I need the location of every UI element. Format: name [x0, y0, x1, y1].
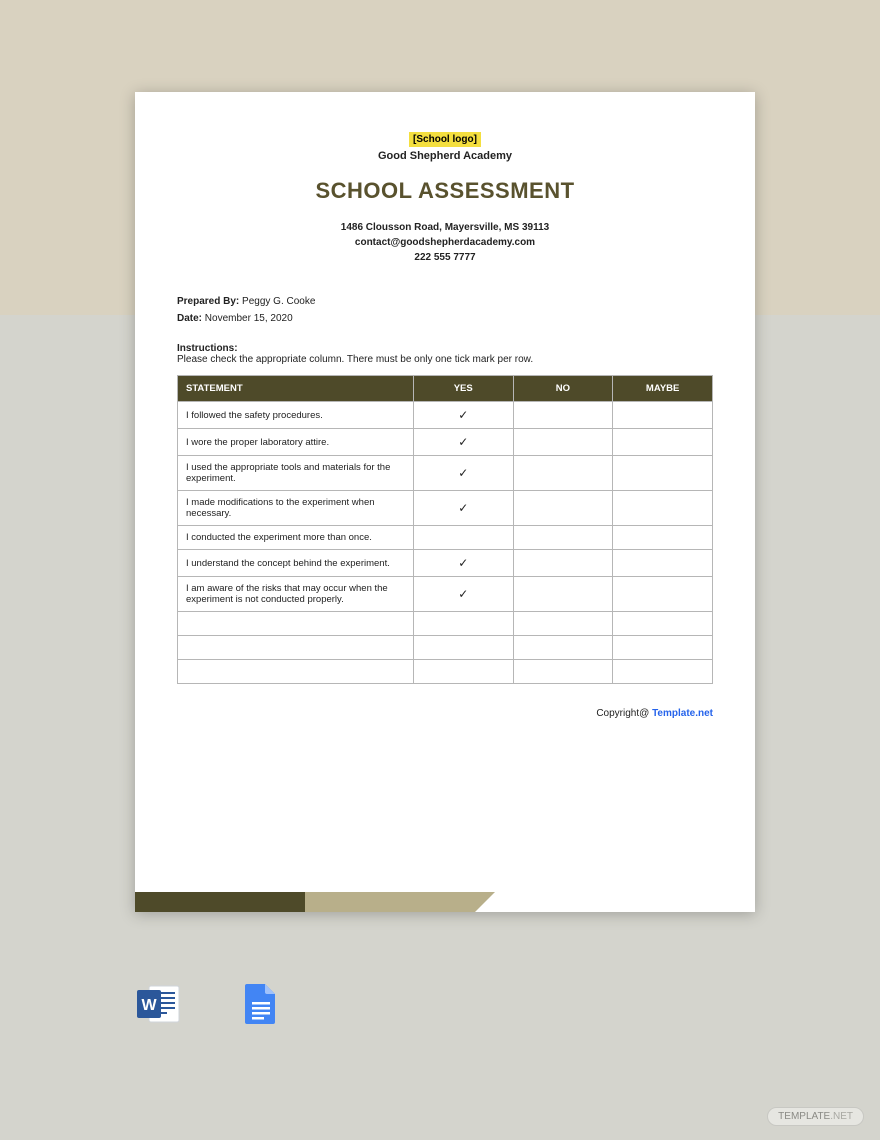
no-cell[interactable] — [513, 636, 613, 660]
watermark-text1: TEMPLATE — [778, 1111, 830, 1122]
prepared-by-value: Peggy G. Cooke — [242, 296, 315, 307]
google-docs-icon[interactable] — [237, 980, 285, 1028]
stmt-cell: I made modifications to the experiment w… — [178, 491, 414, 526]
no-cell[interactable] — [513, 402, 613, 429]
email-line: contact@goodshepherdacademy.com — [177, 235, 713, 250]
col-header-statement: STATEMENT — [178, 376, 414, 402]
table-row: I understand the concept behind the expe… — [178, 550, 713, 577]
no-cell[interactable] — [513, 456, 613, 491]
file-format-icons: W — [135, 980, 285, 1028]
date-label: Date: — [177, 313, 202, 324]
yes-cell[interactable] — [413, 612, 513, 636]
watermark-text2: .NET — [830, 1111, 853, 1122]
no-cell[interactable] — [513, 491, 613, 526]
maybe-cell[interactable] — [613, 402, 713, 429]
meta-block: Prepared By: Peggy G. Cooke Date: Novemb… — [177, 293, 713, 327]
table-row: I conducted the experiment more than onc… — [178, 526, 713, 550]
no-cell[interactable] — [513, 550, 613, 577]
date-value: November 15, 2020 — [205, 313, 293, 324]
assessment-table: STATEMENT YES NO MAYBE I followed the sa… — [177, 375, 713, 684]
document-page: [School logo] Good Shepherd Academy SCHO… — [135, 92, 755, 912]
table-row-empty — [178, 612, 713, 636]
footer-color-bar — [135, 892, 755, 912]
col-header-yes: YES — [413, 376, 513, 402]
phone-line: 222 555 7777 — [177, 250, 713, 265]
copyright-link[interactable]: Template.net — [652, 708, 713, 719]
stmt-cell: I am aware of the risks that may occur w… — [178, 577, 414, 612]
prepared-by-label: Prepared By: — [177, 296, 239, 307]
table-header-row: STATEMENT YES NO MAYBE — [178, 376, 713, 402]
no-cell[interactable] — [513, 612, 613, 636]
document-title: SCHOOL ASSESSMENT — [177, 178, 713, 204]
stmt-cell: I understand the concept behind the expe… — [178, 550, 414, 577]
stmt-cell: I wore the proper laboratory attire. — [178, 429, 414, 456]
yes-cell[interactable]: ✓ — [413, 402, 513, 429]
maybe-cell[interactable] — [613, 429, 713, 456]
yes-cell[interactable] — [413, 660, 513, 684]
table-row-empty — [178, 660, 713, 684]
stmt-cell: I conducted the experiment more than onc… — [178, 526, 414, 550]
maybe-cell[interactable] — [613, 456, 713, 491]
instructions-label: Instructions: — [177, 343, 713, 354]
footer-bar-segment-light — [305, 892, 475, 912]
maybe-cell[interactable] — [613, 526, 713, 550]
copyright-line: Copyright@ Template.net — [177, 708, 713, 719]
yes-cell[interactable]: ✓ — [413, 491, 513, 526]
col-header-no: NO — [513, 376, 613, 402]
table-row: I followed the safety procedures.✓ — [178, 402, 713, 429]
maybe-cell[interactable] — [613, 550, 713, 577]
school-logo-placeholder: [School logo] — [409, 132, 481, 147]
stmt-cell — [178, 660, 414, 684]
school-name: Good Shepherd Academy — [177, 150, 713, 162]
no-cell[interactable] — [513, 526, 613, 550]
no-cell[interactable] — [513, 577, 613, 612]
maybe-cell[interactable] — [613, 577, 713, 612]
table-row-empty — [178, 636, 713, 660]
word-icon[interactable]: W — [135, 980, 183, 1028]
yes-cell[interactable] — [413, 636, 513, 660]
table-row: I am aware of the risks that may occur w… — [178, 577, 713, 612]
stmt-cell — [178, 612, 414, 636]
footer-bar-segment-dark — [135, 892, 305, 912]
stmt-cell: I followed the safety procedures. — [178, 402, 414, 429]
stmt-cell: I used the appropriate tools and materia… — [178, 456, 414, 491]
template-net-watermark: TEMPLATE.NET — [767, 1107, 864, 1126]
yes-cell[interactable]: ✓ — [413, 550, 513, 577]
address-line: 1486 Clousson Road, Mayersville, MS 3911… — [177, 220, 713, 235]
maybe-cell[interactable] — [613, 491, 713, 526]
table-row: I used the appropriate tools and materia… — [178, 456, 713, 491]
instructions-text: Please check the appropriate column. The… — [177, 354, 713, 365]
copyright-prefix: Copyright@ — [596, 708, 652, 719]
table-row: I wore the proper laboratory attire.✓ — [178, 429, 713, 456]
table-row: I made modifications to the experiment w… — [178, 491, 713, 526]
yes-cell[interactable]: ✓ — [413, 577, 513, 612]
yes-cell[interactable]: ✓ — [413, 429, 513, 456]
svg-text:W: W — [141, 997, 157, 1014]
yes-cell[interactable]: ✓ — [413, 456, 513, 491]
yes-cell[interactable] — [413, 526, 513, 550]
stmt-cell — [178, 636, 414, 660]
no-cell[interactable] — [513, 660, 613, 684]
no-cell[interactable] — [513, 429, 613, 456]
col-header-maybe: MAYBE — [613, 376, 713, 402]
maybe-cell[interactable] — [613, 612, 713, 636]
maybe-cell[interactable] — [613, 636, 713, 660]
maybe-cell[interactable] — [613, 660, 713, 684]
contact-block: 1486 Clousson Road, Mayersville, MS 3911… — [177, 220, 713, 265]
